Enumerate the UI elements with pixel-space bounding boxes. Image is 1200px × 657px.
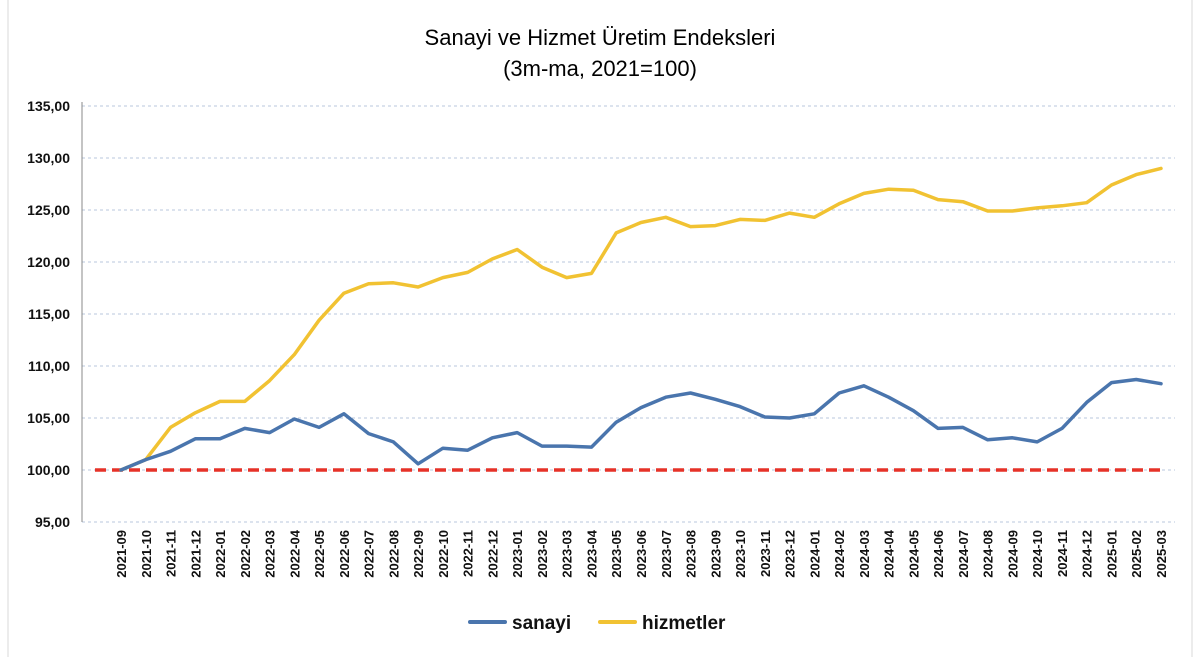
x-tick-label: 2022-09 bbox=[411, 530, 426, 578]
x-tick-label: 2023-12 bbox=[783, 530, 798, 578]
x-tick-label: 2021-11 bbox=[164, 530, 179, 577]
x-tick-label: 2024-05 bbox=[906, 530, 921, 578]
x-tick-label: 2021-09 bbox=[114, 530, 129, 578]
chart-title: Sanayi ve Hizmet Üretim Endeksleri bbox=[425, 25, 776, 50]
x-tick-label: 2021-10 bbox=[139, 530, 154, 578]
y-tick-label: 100,00 bbox=[27, 462, 70, 478]
x-tick-label: 2023-04 bbox=[584, 529, 599, 577]
x-tick-label: 2021-12 bbox=[188, 530, 203, 578]
x-tick-label: 2024-10 bbox=[1030, 530, 1045, 578]
y-tick-label: 125,00 bbox=[27, 202, 70, 218]
series-line-sanayi bbox=[119, 377, 1163, 472]
gridlines bbox=[82, 105, 1175, 523]
x-tick-label: 2023-07 bbox=[659, 530, 674, 578]
x-tick-label: 2024-01 bbox=[807, 530, 822, 578]
x-tick-label: 2022-04 bbox=[287, 529, 302, 577]
x-tick-label: 2022-12 bbox=[485, 530, 500, 578]
x-tick-label: 2024-02 bbox=[832, 530, 847, 578]
x-tick-label: 2023-01 bbox=[510, 530, 525, 578]
x-tick-label: 2023-11 bbox=[758, 530, 773, 577]
x-tick-label: 2024-08 bbox=[981, 530, 996, 578]
x-tick-label: 2023-02 bbox=[535, 530, 550, 578]
x-tick-label: 2022-11 bbox=[461, 530, 476, 577]
x-tick-label: 2022-06 bbox=[337, 530, 352, 578]
y-tick-label: 130,00 bbox=[27, 150, 70, 166]
x-tick-label: 2023-10 bbox=[733, 530, 748, 578]
y-tick-label: 105,00 bbox=[27, 410, 70, 426]
y-axis-ticks: 95,00 100,00 105,00 110,00 115,00 120,00 125,0… bbox=[27, 98, 70, 530]
y-tick-label: 110,00 bbox=[28, 358, 70, 374]
x-tick-label: 2025-01 bbox=[1104, 530, 1119, 578]
y-tick-label: 135,00 bbox=[27, 98, 70, 114]
x-tick-label: 2022-08 bbox=[386, 530, 401, 578]
y-tick-label: 120,00 bbox=[27, 254, 70, 270]
x-tick-label: 2024-04 bbox=[882, 529, 897, 577]
x-tick-label: 2022-10 bbox=[436, 530, 451, 578]
x-tick-label: 2022-03 bbox=[263, 530, 278, 578]
legend-label-sanayi: sanayi bbox=[512, 613, 571, 634]
x-tick-label: 2024-09 bbox=[1005, 530, 1020, 578]
series-layer bbox=[119, 166, 1163, 472]
x-tick-label: 2022-02 bbox=[238, 530, 253, 578]
x-tick-label: 2023-08 bbox=[684, 530, 699, 578]
x-tick-label: 2022-07 bbox=[362, 530, 377, 578]
y-tick-label: 115,00 bbox=[28, 306, 70, 322]
x-tick-label: 2023-06 bbox=[634, 530, 649, 578]
chart-subtitle: (3m-ma, 2021=100) bbox=[503, 56, 697, 81]
x-tick-label: 2024-11 bbox=[1055, 530, 1070, 577]
x-tick-label: 2024-03 bbox=[857, 530, 872, 578]
x-tick-label: 2023-03 bbox=[560, 530, 575, 578]
x-tick-label: 2024-12 bbox=[1080, 530, 1095, 578]
x-tick-label: 2022-01 bbox=[213, 530, 228, 578]
series-line-hizmetler bbox=[119, 166, 1163, 472]
y-tick-label: 95,00 bbox=[35, 514, 70, 530]
x-axis-ticks: 2021-09 2021-10 2021-11 2021-12 2022-01 2022-… bbox=[114, 529, 1169, 577]
x-tick-label: 2023-09 bbox=[708, 530, 723, 578]
x-tick-label: 2024-06 bbox=[931, 530, 946, 578]
x-tick-label: 2025-03 bbox=[1154, 530, 1169, 578]
x-tick-label: 2025-02 bbox=[1129, 530, 1144, 578]
x-tick-label: 2022-05 bbox=[312, 530, 327, 578]
legend: sanayi hizmetler bbox=[468, 613, 726, 634]
x-tick-label: 2024-07 bbox=[956, 530, 971, 578]
x-tick-label: 2023-05 bbox=[609, 530, 624, 578]
legend-label-hizmetler: hizmetler bbox=[642, 613, 726, 634]
